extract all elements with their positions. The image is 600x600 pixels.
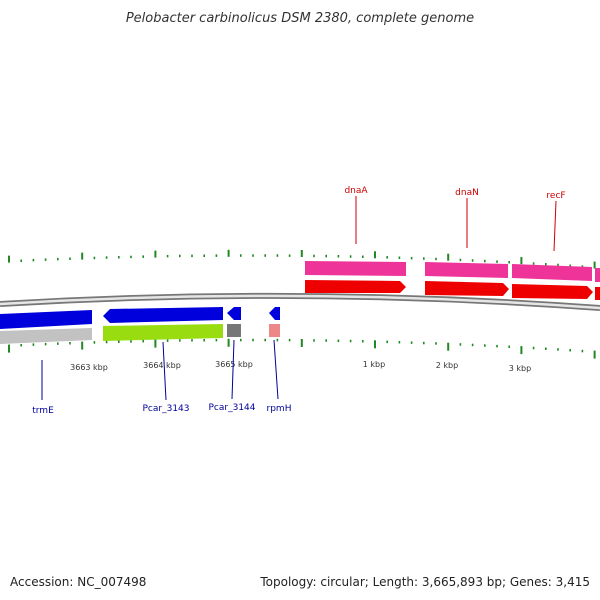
scale-label-2kbp: 2 kbp [436, 361, 458, 370]
gene-bar-recF[interactable] [512, 264, 592, 281]
gene-bar-dnaA[interactable] [305, 261, 406, 276]
leader-line-rpmH [273, 339, 279, 400]
gene-bar-trmE[interactable] [0, 328, 92, 344]
genome-backbone [0, 292, 600, 311]
gene-bar-rpmH[interactable] [269, 324, 280, 337]
scale-label-3663kbp: 3663 kbp [70, 363, 108, 372]
map-title: Pelobacter carbinolicus DSM 2380, comple… [126, 11, 474, 26]
cds-arrow-recF[interactable] [512, 284, 593, 299]
gene-bar-Pcar_3144[interactable] [227, 324, 241, 337]
gene-label-dnaN[interactable]: dnaN [455, 188, 479, 198]
gene-label-Pcar_3144[interactable]: Pcar_3144 [209, 403, 256, 413]
gene-bar-edge[interactable] [595, 268, 600, 282]
cds-arrow-dnaN[interactable] [425, 281, 509, 296]
gene-label-recF[interactable]: recF [546, 191, 565, 201]
cds-arrow-Pcar_3143[interactable] [103, 307, 223, 323]
reverse-gene-labels: trmE Pcar_3143 Pcar_3144 rpmH [32, 339, 292, 416]
cds-arrow-edge[interactable] [595, 287, 600, 300]
reverse-features [0, 307, 280, 344]
tick-row-upper [8, 249, 596, 269]
tick-row-lower [8, 338, 596, 359]
accession-text: Accession: NC_007498 [10, 575, 146, 589]
cds-arrow-trmE[interactable] [0, 310, 92, 329]
cds-arrow-Pcar_3144[interactable] [227, 307, 241, 320]
gene-label-dnaA[interactable]: dnaA [344, 186, 368, 196]
gene-bar-dnaN[interactable] [425, 262, 508, 278]
gene-label-trmE[interactable]: trmE [32, 406, 54, 416]
gene-label-Pcar_3143[interactable]: Pcar_3143 [143, 404, 190, 414]
cds-arrow-dnaA[interactable] [305, 280, 406, 293]
genome-summary-text: Topology: circular; Length: 3,665,893 bp… [259, 575, 590, 589]
forward-features [305, 261, 600, 300]
leader-line-Pcar_3144 [231, 339, 235, 400]
forward-gene-labels: dnaA dnaN recF [344, 186, 566, 252]
scale-label-1kbp: 1 kbp [363, 360, 385, 369]
leader-line-recF [553, 200, 557, 252]
gene-label-rpmH[interactable]: rpmH [267, 404, 292, 414]
scale-labels: 3663 kbp 3664 kbp 3665 kbp 1 kbp 2 kbp 3… [70, 360, 531, 373]
gene-bar-Pcar_3143[interactable] [103, 324, 223, 341]
scale-label-3665kbp: 3665 kbp [215, 360, 253, 369]
cds-arrow-rpmH[interactable] [269, 307, 280, 320]
scale-label-3664kbp: 3664 kbp [143, 361, 181, 370]
leader-line-Pcar_3143 [162, 341, 167, 401]
scale-label-3kbp: 3 kbp [509, 364, 531, 373]
